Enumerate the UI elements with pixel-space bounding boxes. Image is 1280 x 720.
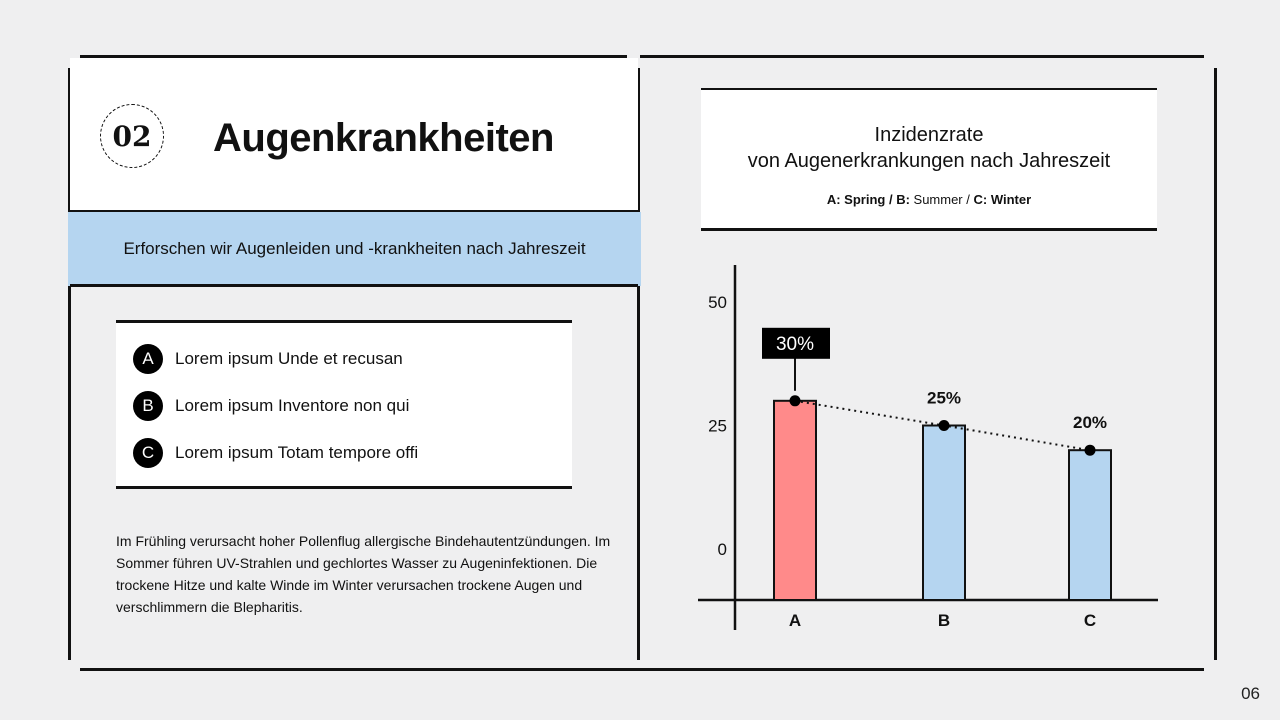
frame-left: [68, 68, 71, 660]
list-item-text: Lorem ipsum Totam tempore offi: [175, 443, 419, 462]
badge-a: A: [133, 344, 163, 374]
y-tick-label: 0: [718, 540, 727, 559]
data-point: [938, 420, 950, 431]
value-label: 20%: [1073, 413, 1107, 432]
list-card-top-border: [116, 320, 572, 323]
legend-sep: /: [962, 192, 974, 207]
x-tick-label: A: [789, 611, 801, 630]
legend-sep: /: [885, 192, 897, 207]
chart-title-card: Inzidenzrate von Augenerkrankungen nach …: [701, 90, 1157, 230]
value-label: 25%: [927, 389, 961, 408]
page-title: Augenkrankheiten: [213, 116, 554, 160]
subtitle-bar-bottom-border: [70, 284, 638, 287]
x-tick-label: C: [1084, 611, 1096, 630]
y-tick-label: 25: [708, 417, 727, 436]
bar-a: [773, 399, 817, 601]
frame-divider: [637, 68, 640, 660]
frame-right: [1214, 68, 1217, 660]
list-card: [116, 322, 572, 488]
badge-b: B: [133, 391, 163, 421]
legend-b-value: Summer: [909, 192, 963, 207]
list-item: B Lorem ipsum Inventore non qui: [133, 391, 409, 421]
frame-top-left: [80, 55, 627, 58]
bar-b: [922, 424, 966, 601]
bar-c: [1068, 449, 1112, 602]
body-paragraph: Im Frühling verursacht hoher Pollenflug …: [116, 533, 611, 615]
subtitle-text: Erforschen wir Augenleiden und -krankhei…: [123, 239, 586, 258]
data-point: [789, 395, 801, 407]
subtitle-bar-top-border: [70, 210, 638, 213]
legend-b-key: B:: [896, 192, 910, 207]
y-tick-label: 50: [708, 293, 727, 312]
callout-box: [762, 327, 830, 359]
chart-title-top-border: [701, 88, 1157, 91]
list-card-bottom-border: [116, 486, 572, 489]
list-item-text: Lorem ipsum Inventore non qui: [175, 396, 410, 415]
frame-bottom: [80, 668, 1204, 671]
legend-a: A: Spring: [826, 192, 886, 207]
chart-title-bottom-border: [701, 228, 1157, 231]
frame-top-right: [640, 55, 1204, 58]
chart-title-line1: Inzidenzrate: [874, 124, 984, 146]
page-number: 06: [1241, 684, 1260, 703]
legend-c: C: Winter: [973, 192, 1032, 207]
chart-legend: A: Spring / B: Summer / C: Winter: [701, 192, 1157, 207]
badge-c: C: [133, 438, 163, 468]
data-point: [1084, 444, 1096, 456]
section-number-badge: 02: [100, 104, 164, 168]
chart-title-line2: von Augenerkrankungen nach Jahreszeit: [747, 150, 1111, 172]
value-label: 30%: [776, 334, 814, 355]
list-item: A Lorem ipsum Unde et recusan: [133, 344, 403, 374]
subtitle-bar: Erforschen wir Augenleiden und -krankhei…: [68, 212, 641, 286]
list-item: C Lorem ipsum Totam tempore offi: [133, 438, 418, 468]
title-card: [70, 58, 638, 210]
x-tick-label: B: [938, 611, 950, 630]
list-item-text: Lorem ipsum Unde et recusan: [175, 349, 403, 368]
